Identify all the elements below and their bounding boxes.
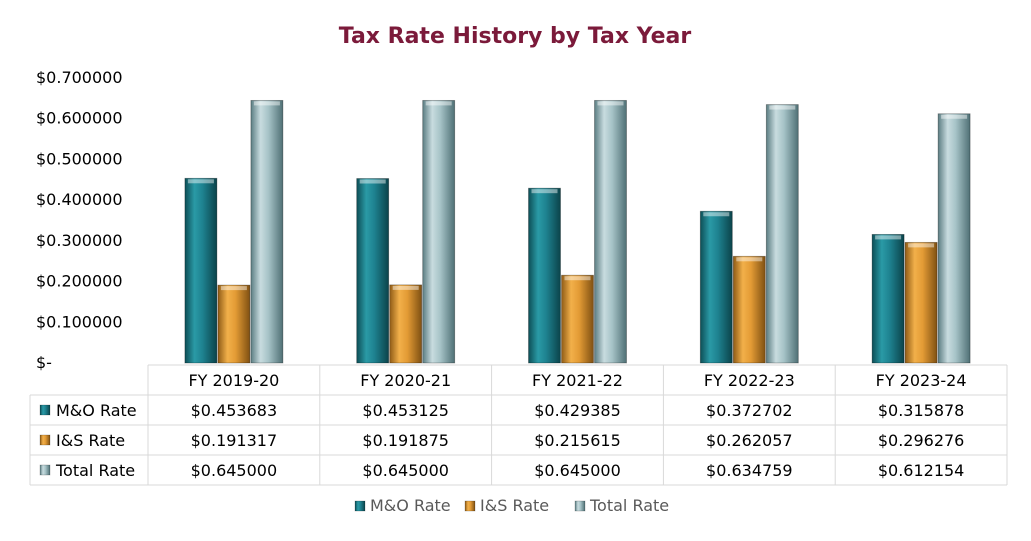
bar-bevel <box>564 276 591 281</box>
bar-bevel <box>253 101 280 106</box>
chart-title: Tax Rate History by Tax Year <box>339 24 692 49</box>
table-category-label: FY 2023-24 <box>876 371 967 390</box>
table-value-cell: $0.645000 <box>534 461 621 480</box>
table-value-cell: $0.645000 <box>362 461 449 480</box>
bar-total-rate-2 <box>594 99 627 364</box>
y-tick-label: $0.200000 <box>36 272 123 291</box>
bar-bevel <box>703 212 730 217</box>
table-value-cell: $0.262057 <box>706 431 793 450</box>
table-legend-key <box>39 434 51 446</box>
bar-total-rate-3 <box>765 104 799 364</box>
table-value-cell: $0.191317 <box>191 431 278 450</box>
bar-bevel <box>187 179 214 184</box>
y-tick-label: $0.600000 <box>36 109 123 128</box>
bar-i-s-rate-3 <box>732 255 766 364</box>
y-tick-label: $0.100000 <box>36 312 123 331</box>
legend-label: I&S Rate <box>480 496 549 515</box>
table-legend-key <box>39 404 51 416</box>
bar-i-s-rate-4 <box>904 241 938 364</box>
bar-m-o-rate-2 <box>528 187 561 364</box>
legend: M&O Rate I&S Rate Total Rate <box>354 496 669 515</box>
bar-i-s-rate-0 <box>217 284 251 364</box>
table-category-label: FY 2020-21 <box>360 371 451 390</box>
table-value-cell: $0.429385 <box>534 401 621 420</box>
table-legend-key <box>39 464 51 476</box>
bar-m-o-rate-1 <box>356 178 390 364</box>
bar-bevel <box>875 235 902 240</box>
table-category-label: FY 2021-22 <box>532 371 623 390</box>
table-category-label: FY 2022-23 <box>704 371 795 390</box>
bar-bevel <box>769 105 796 110</box>
bars <box>184 99 971 364</box>
bar-i-s-rate-2 <box>561 274 594 364</box>
bar-bevel <box>220 286 247 291</box>
table-series-label: M&O Rate <box>56 401 137 420</box>
table-value-cell: $0.372702 <box>706 401 793 420</box>
bar-bevel <box>908 243 935 248</box>
legend-key-2 <box>574 500 586 512</box>
table-value-cell: $0.296276 <box>878 431 965 450</box>
table-value-cell: $0.191875 <box>362 431 449 450</box>
bar-bevel <box>531 189 558 194</box>
table-value-cell: $0.645000 <box>191 461 278 480</box>
table-value-cell: $0.612154 <box>878 461 965 480</box>
legend-key-0 <box>354 500 366 512</box>
bar-m-o-rate-0 <box>184 177 218 364</box>
legend-label: M&O Rate <box>370 496 451 515</box>
table-value-cell: $0.315878 <box>878 401 965 420</box>
table-value-cell: $0.453683 <box>191 401 278 420</box>
bar-total-rate-0 <box>250 99 284 364</box>
data-table: FY 2019-20 FY 2020-21 FY 2021-22 FY 2022-23… <box>29 364 1008 486</box>
y-tick-label: $- <box>36 353 52 372</box>
y-tick-label: $0.500000 <box>36 149 123 168</box>
table-series-label: Total Rate <box>55 461 135 480</box>
table-series-label: I&S Rate <box>56 431 125 450</box>
bar-bevel <box>425 101 452 106</box>
bar-bevel <box>597 101 624 106</box>
y-tick-label: $0.700000 <box>36 68 123 87</box>
bar-i-s-rate-1 <box>389 284 423 364</box>
legend-key-1 <box>464 500 476 512</box>
bar-bevel <box>392 285 419 290</box>
table-value-cell: $0.453125 <box>362 401 449 420</box>
table-value-cell: $0.634759 <box>706 461 793 480</box>
bar-total-rate-1 <box>422 99 456 364</box>
y-tick-label: $0.300000 <box>36 231 123 250</box>
y-axis: $- $0.100000 $0.200000 $0.300000 $0.400000 $0… <box>36 68 123 372</box>
bar-bevel <box>359 179 386 184</box>
table-category-label: FY 2019-20 <box>188 371 279 390</box>
y-tick-label: $0.400000 <box>36 190 123 209</box>
bar-m-o-rate-3 <box>699 210 733 364</box>
bar-m-o-rate-4 <box>871 233 905 364</box>
legend-label: Total Rate <box>589 496 669 515</box>
bar-total-rate-4 <box>937 113 971 364</box>
table-value-cell: $0.215615 <box>534 431 621 450</box>
bar-bevel <box>736 257 763 262</box>
bar-bevel <box>941 114 968 119</box>
